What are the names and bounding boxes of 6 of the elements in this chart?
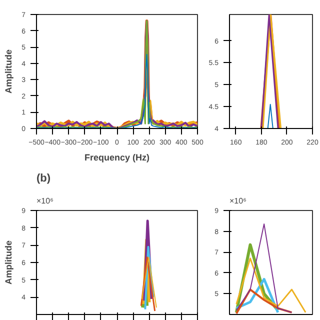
chart-title: (b) <box>36 172 51 184</box>
text: ×10⁶ <box>36 196 54 206</box>
y-axis-title: Amplitude <box>4 50 14 94</box>
y-axis-title: Amplitude <box>4 240 14 284</box>
x-axis-title: Frequency (Hz) <box>84 152 150 162</box>
text: ×10⁶ <box>230 196 246 206</box>
